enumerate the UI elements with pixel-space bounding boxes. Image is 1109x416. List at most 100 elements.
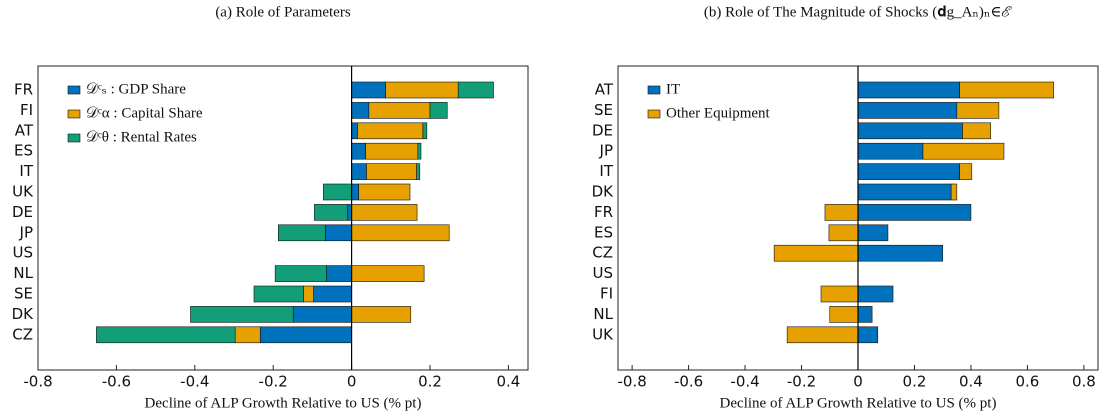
bar-segment	[857, 163, 960, 180]
y-tick-label: FI	[600, 285, 613, 303]
bar-segment	[417, 142, 422, 160]
bar-segment	[366, 163, 417, 180]
x-tick-label: -0.4	[730, 373, 759, 391]
bar-segment	[922, 142, 1005, 160]
bar-segment	[857, 285, 894, 303]
chart-title: (b) Role of The Magnitude of Shocks (𝐝g_…	[704, 4, 1013, 20]
legend-swatch	[67, 133, 81, 143]
legend-label: 𝒟ᶜα : Capital Share	[86, 105, 203, 121]
y-tick-label: AT	[15, 121, 34, 139]
y-tick-label: JP	[19, 223, 33, 241]
legend-label: Other Equipment	[666, 105, 771, 121]
bar-segment	[253, 285, 304, 303]
bar-segment	[857, 183, 952, 201]
y-tick-label: FI	[20, 101, 33, 119]
x-tick-label: -0.6	[674, 373, 703, 391]
bar-segment	[351, 81, 387, 99]
y-tick-label: IT	[599, 162, 613, 180]
legend-label: IT	[666, 81, 680, 97]
bar-segment	[234, 326, 261, 344]
x-axis-label: Decline of ALP Growth Relative to US (% …	[720, 395, 997, 411]
y-tick-label: CZ	[12, 325, 33, 343]
bar-segment	[190, 306, 294, 323]
bar-segment	[351, 102, 370, 119]
x-tick-label: 0.4	[959, 373, 983, 391]
x-axis-label: Decline of ALP Growth Relative to US (% …	[145, 395, 422, 411]
y-tick-label: UK	[592, 325, 614, 343]
bar-segment	[857, 204, 972, 221]
bar-segment	[959, 163, 973, 180]
bar-segment	[357, 122, 424, 140]
bar-segment	[857, 142, 924, 160]
y-tick-label: FR	[14, 81, 33, 99]
legend-swatch	[67, 85, 81, 95]
bar-segment	[829, 306, 859, 323]
y-tick-label: CZ	[592, 244, 613, 262]
bar-segment	[857, 81, 960, 99]
y-tick-label: DK	[592, 183, 615, 201]
bar-segment	[358, 183, 411, 201]
bar-segment	[820, 285, 859, 303]
bar-segment	[959, 81, 1054, 99]
bar-segment	[292, 306, 352, 323]
y-tick-label: ES	[594, 223, 613, 241]
x-tick-label: -0.8	[617, 373, 646, 391]
x-tick-label: -0.4	[180, 373, 209, 391]
x-tick-label: -0.6	[102, 373, 131, 391]
bar-segment	[351, 265, 425, 282]
bar-segment	[457, 81, 494, 99]
legend-label: 𝒟ᶜθ : Rental Rates	[86, 129, 197, 145]
y-tick-label: US	[592, 264, 613, 282]
y-tick-label: NL	[593, 305, 613, 323]
x-tick-label: 0	[853, 373, 863, 391]
bar-segment	[314, 204, 348, 221]
bar-segment	[351, 224, 450, 242]
y-tick-label: SE	[14, 285, 33, 303]
bar-segment	[274, 265, 327, 282]
plot-frame	[37, 65, 529, 371]
bar-segment	[351, 142, 367, 160]
bar-segment	[351, 183, 359, 201]
bar-segment	[326, 265, 352, 282]
y-tick-label: JP	[599, 142, 613, 160]
legend-label: 𝒟ᶜₛ : GDP Share	[86, 81, 186, 97]
bar-segment	[422, 122, 428, 140]
bar-segment	[351, 204, 418, 221]
bar-segment	[351, 306, 412, 323]
bar-segment	[786, 326, 859, 344]
legend-swatch	[647, 109, 661, 119]
x-tick-label: 0.2	[903, 373, 927, 391]
bar-segment	[857, 122, 963, 140]
bar-segment	[351, 163, 367, 180]
bar-segment	[956, 102, 1000, 119]
y-tick-label: DE	[12, 203, 33, 221]
y-tick-label: SE	[594, 101, 613, 119]
bar-segment	[259, 326, 352, 344]
bar-segment	[303, 285, 314, 303]
x-tick-label: 0.4	[496, 373, 520, 391]
x-tick-label: -0.2	[259, 373, 288, 391]
x-tick-label: 0	[347, 373, 357, 391]
x-tick-label: 0.6	[1015, 373, 1039, 391]
bar-segment	[857, 326, 879, 344]
y-tick-label: UK	[12, 183, 34, 201]
x-tick-label: -0.8	[23, 373, 52, 391]
y-tick-label: FR	[594, 203, 613, 221]
bar-segment	[96, 326, 236, 344]
y-tick-label: IT	[19, 162, 33, 180]
bar-segment	[351, 122, 358, 140]
chart-title: (a) Role of Parameters	[215, 4, 351, 20]
x-tick-label: -0.2	[787, 373, 816, 391]
bar-segment	[385, 81, 459, 99]
y-tick-label: DK	[12, 305, 35, 323]
y-tick-label: NL	[13, 264, 33, 282]
bar-segment	[828, 224, 859, 242]
bar-segment	[857, 244, 944, 262]
bar-segment	[313, 285, 352, 303]
bar-segment	[950, 183, 958, 201]
bar-segment	[365, 142, 419, 160]
bar-segment	[773, 244, 859, 262]
legend-swatch	[647, 85, 661, 95]
bar-segment	[416, 163, 421, 180]
x-tick-label: 0.8	[1072, 373, 1096, 391]
